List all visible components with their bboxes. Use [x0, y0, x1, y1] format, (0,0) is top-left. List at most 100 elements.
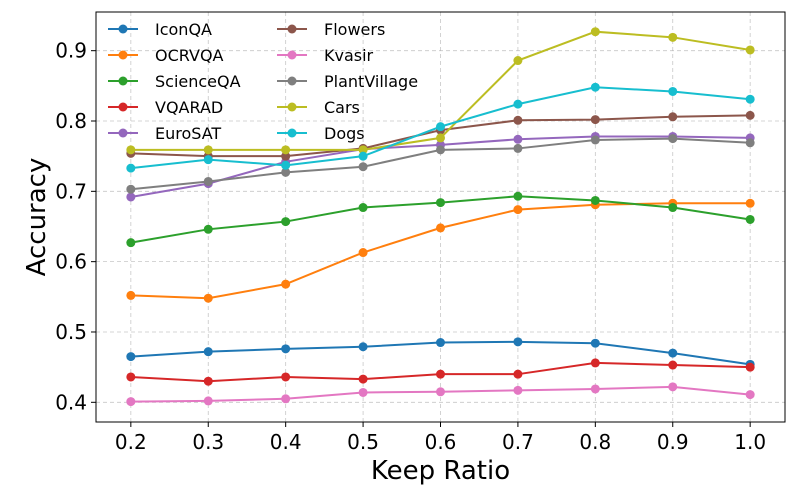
y-tick-label: 0.7	[55, 179, 87, 203]
data-point-dogs	[203, 155, 213, 165]
legend-swatch-marker	[118, 102, 128, 112]
legend-label: IconQA	[155, 20, 212, 39]
data-point-vqarad	[358, 374, 368, 384]
data-point-iconqa	[436, 338, 445, 348]
data-point-eurosat	[513, 134, 523, 144]
legend-swatch-marker	[287, 102, 297, 112]
data-point-ocrvqa	[513, 205, 523, 215]
data-point-flowers	[281, 151, 291, 161]
data-point-eurosat	[126, 192, 136, 202]
data-point-dogs	[358, 151, 368, 161]
grid	[96, 12, 785, 422]
data-point-iconqa	[203, 347, 213, 357]
y-axis-ticks: 0.4 0.5 0.6 0.7 0.8 0.9	[55, 39, 96, 414]
legend-swatch-marker	[287, 128, 297, 138]
data-point-ocrvqa	[126, 290, 136, 300]
data-point-cars	[281, 145, 291, 155]
data-point-scienceqa	[668, 203, 678, 213]
legend-label: VQARAD	[155, 98, 223, 117]
x-axis-label: Keep Ratio	[371, 456, 510, 486]
data-point-cars	[745, 45, 755, 55]
data-point-ocrvqa	[281, 279, 291, 289]
legend-label: ScienceQA	[155, 72, 241, 91]
legend-label: OCRVQA	[155, 46, 224, 65]
data-point-vqarad	[513, 369, 523, 379]
data-point-kvasir	[126, 397, 136, 407]
data-point-cars	[126, 145, 136, 155]
data-point-kvasir	[513, 385, 523, 395]
y-tick-label: 0.4	[55, 390, 87, 414]
y-tick-label: 0.8	[55, 109, 87, 133]
series-plantvillage	[126, 134, 755, 194]
x-tick-label: 0.7	[502, 430, 534, 454]
legend-swatch-marker	[118, 76, 128, 86]
data-point-dogs	[513, 99, 523, 109]
legend-item-cars: Cars	[277, 98, 360, 117]
data-point-cars	[436, 133, 445, 143]
data-point-iconqa	[668, 348, 678, 358]
legend-item-dogs: Dogs	[277, 124, 365, 143]
data-point-cars	[358, 145, 368, 155]
legend-item-flowers: Flowers	[277, 20, 385, 39]
data-point-iconqa	[358, 342, 368, 352]
data-point-cars	[513, 56, 523, 66]
y-tick-label: 0.6	[55, 250, 87, 274]
data-point-scienceqa	[281, 217, 291, 227]
data-point-plantvillage	[436, 145, 445, 155]
x-tick-label: 0.3	[192, 430, 224, 454]
data-point-vqarad	[436, 369, 445, 379]
data-point-scienceqa	[358, 203, 368, 213]
legend-item-plantvillage: PlantVillage	[277, 72, 418, 91]
x-tick-label: 0.2	[115, 430, 147, 454]
data-point-plantvillage	[745, 138, 755, 148]
series-scienceqa	[126, 191, 755, 248]
legend-label: Kvasir	[324, 46, 374, 65]
x-tick-label: 0.5	[347, 430, 379, 454]
series-kvasir	[126, 382, 755, 407]
data-point-plantvillage	[668, 134, 678, 144]
data-point-kvasir	[436, 387, 445, 397]
data-point-iconqa	[513, 337, 523, 347]
data-point-vqarad	[203, 376, 213, 386]
legend-swatch-marker	[287, 76, 297, 86]
data-point-dogs	[590, 82, 600, 92]
data-point-vqarad	[126, 372, 136, 382]
data-point-vqarad	[590, 358, 600, 368]
x-tick-label: 0.9	[657, 430, 689, 454]
data-point-dogs	[436, 122, 445, 132]
series-vqarad	[126, 358, 755, 386]
x-tick-label: 0.4	[270, 430, 302, 454]
data-point-flowers	[668, 112, 678, 122]
data-point-cars	[668, 32, 678, 42]
legend-item-scienceqa: ScienceQA	[108, 72, 241, 91]
data-point-ocrvqa	[745, 198, 755, 208]
legend-item-kvasir: Kvasir	[277, 46, 374, 65]
data-point-flowers	[745, 110, 755, 120]
data-point-scienceqa	[590, 195, 600, 205]
legend: IconQA OCRVQA ScienceQA VQARAD EuroSAT Flower…	[108, 20, 418, 143]
data-point-cars	[203, 145, 213, 155]
y-axis-label: Accuracy	[22, 158, 52, 277]
legend-item-ocrvqa: OCRVQA	[108, 46, 224, 65]
data-point-ocrvqa	[436, 223, 445, 233]
x-tick-label: 1.0	[734, 430, 766, 454]
legend-swatch-marker	[118, 24, 128, 34]
data-point-scienceqa	[203, 224, 213, 234]
data-point-dogs	[668, 86, 678, 96]
data-point-vqarad	[281, 372, 291, 382]
data-point-kvasir	[281, 394, 291, 404]
y-tick-label: 0.5	[55, 320, 87, 344]
data-point-flowers	[513, 115, 523, 125]
data-point-plantvillage	[203, 176, 213, 186]
data-point-vqarad	[668, 360, 678, 370]
data-point-cars	[590, 27, 600, 37]
data-point-iconqa	[126, 352, 136, 362]
data-point-plantvillage	[126, 184, 136, 194]
legend-item-vqarad: VQARAD	[108, 98, 223, 117]
legend-swatch-marker	[118, 50, 128, 60]
data-point-scienceqa	[126, 238, 136, 248]
x-axis-ticks: 0.2 0.3 0.4 0.5 0.6 0.7 0.8 0.9 1.0	[115, 422, 766, 454]
series-dogs	[126, 82, 755, 173]
y-tick-label: 0.9	[55, 39, 87, 63]
